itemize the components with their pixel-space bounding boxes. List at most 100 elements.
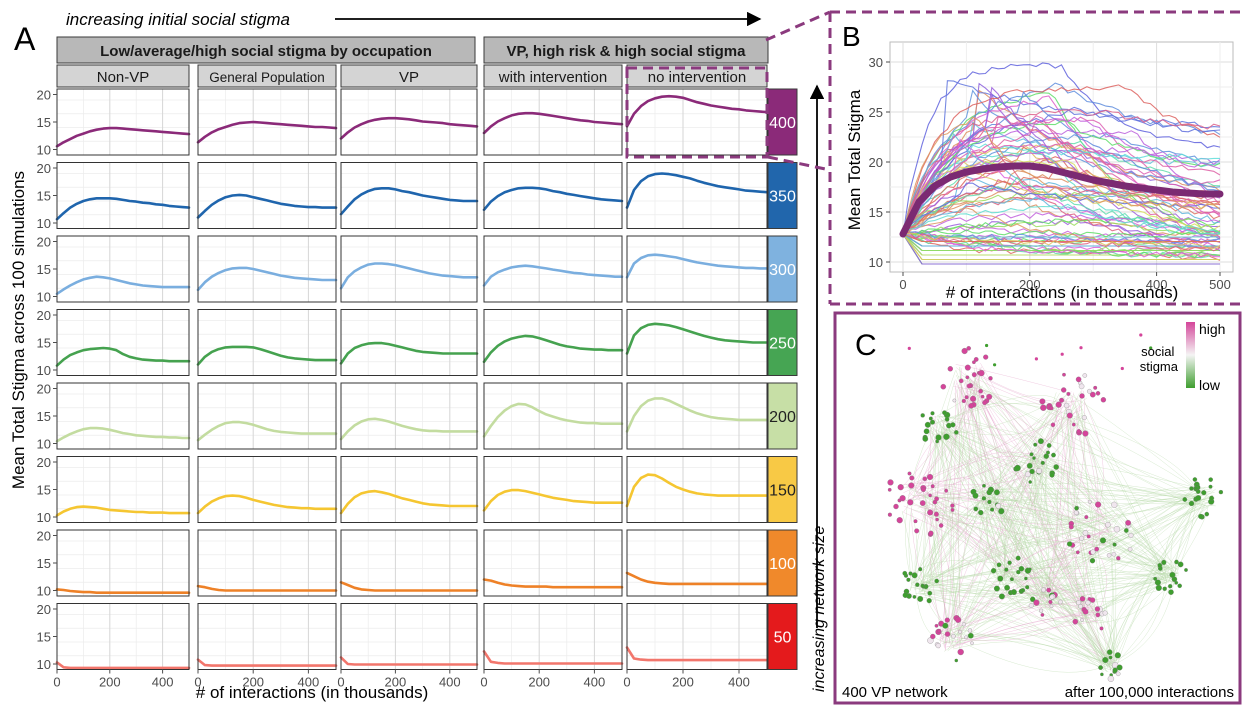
- network-edge: [945, 620, 1099, 643]
- facet-panel: [55, 309, 191, 376]
- network-edge: [988, 493, 1097, 615]
- facet-panel: [55, 382, 191, 450]
- network-node: [1028, 603, 1034, 608]
- network-node: [887, 479, 894, 486]
- network-node: [1106, 649, 1113, 655]
- panel-c-frame: [833, 311, 1242, 705]
- network-edge: [915, 487, 1104, 526]
- zoom-highlight-box: [625, 66, 769, 159]
- network-node: [967, 632, 974, 639]
- network-node: [1079, 596, 1086, 602]
- facet-panel: [625, 88, 769, 156]
- y-tick-label: 20: [37, 602, 51, 617]
- y-tick-label: 10: [37, 437, 51, 452]
- network-edge: [979, 389, 1214, 501]
- network-node: [1004, 584, 1010, 591]
- network-node: [980, 394, 985, 399]
- panel-a-side-arrow-label: increasing network size: [811, 526, 828, 692]
- panel-b-run-line: [902, 62, 1221, 236]
- network-node: [1073, 510, 1079, 516]
- network-edge: [1016, 406, 1074, 573]
- network-edge: [917, 417, 1061, 496]
- facet-panel: [196, 382, 338, 450]
- network-node: [964, 395, 969, 400]
- panel-b-run-line: [902, 159, 1221, 236]
- series-line-200-2: [196, 420, 338, 442]
- network-node: [927, 590, 933, 596]
- network-edge: [951, 615, 1083, 649]
- network-node: [1080, 618, 1084, 622]
- network-edge: [941, 487, 1200, 645]
- network-node: [928, 493, 932, 498]
- network-edge: [940, 613, 1082, 642]
- network-node: [993, 489, 1000, 496]
- network-node: [921, 487, 926, 493]
- network-node: [965, 375, 970, 380]
- network-node: [1049, 604, 1054, 608]
- facet-panel: [625, 603, 769, 670]
- network-node: [1062, 372, 1066, 377]
- network-node: [964, 635, 968, 640]
- network-edge: [1107, 506, 1206, 661]
- series-line-150-3: [339, 489, 479, 515]
- network-edge: [1108, 520, 1115, 672]
- network-edge: [954, 459, 1043, 639]
- network-node: [1095, 612, 1101, 618]
- series-line-100-4: [482, 578, 624, 589]
- network-node: [1082, 430, 1089, 437]
- panel-b-run-line: [902, 233, 1220, 247]
- panel-b-run-line: [902, 233, 1220, 261]
- y-tick-label: 15: [37, 189, 51, 204]
- network-node: [1093, 385, 1098, 390]
- network-edge: [924, 512, 1116, 577]
- network-edge: [911, 388, 960, 500]
- network-edge: [1105, 566, 1173, 662]
- panel-b-run-line: [902, 116, 1221, 234]
- network-node: [1049, 406, 1054, 411]
- network-edge: [920, 492, 1215, 581]
- row-label: 300: [769, 262, 796, 279]
- network-node: [897, 484, 904, 491]
- network-node: [899, 495, 906, 502]
- network-edge: [1052, 561, 1167, 599]
- network-edge: [902, 492, 984, 504]
- facet-background: [56, 529, 190, 597]
- facet-background: [340, 456, 478, 523]
- panel-b-run-line: [902, 129, 1221, 232]
- network-node: [1079, 535, 1085, 541]
- network-node: [1125, 519, 1131, 526]
- row-label: 350: [769, 189, 796, 206]
- network-edge: [1034, 450, 1049, 603]
- network-node: [1116, 664, 1123, 671]
- panel-b-run-line: [902, 156, 1221, 232]
- panel-b-y-tick-label: 15: [869, 205, 883, 220]
- network-edge: [947, 505, 988, 650]
- network-edge: [944, 636, 1109, 673]
- facet-panel: [55, 235, 191, 303]
- series-line-350-3: [339, 187, 479, 216]
- network-edge: [1167, 501, 1209, 583]
- series-line-50-2: [196, 658, 338, 667]
- network-node: [1025, 585, 1030, 590]
- network-node: [1018, 565, 1025, 572]
- network-node: [917, 595, 924, 602]
- network-node: [973, 506, 979, 512]
- network-node: [1100, 397, 1107, 403]
- network-edge: [924, 582, 1116, 662]
- network-edge: [1052, 488, 1216, 608]
- network-edge: [1170, 500, 1205, 584]
- legend-title-line-1: social: [1141, 344, 1174, 359]
- network-node: [1102, 656, 1109, 664]
- network-node: [996, 562, 1002, 568]
- facet-panel: [55, 603, 191, 670]
- network-node: [1078, 604, 1083, 609]
- network-node: [1087, 499, 1092, 504]
- row-label: 400: [769, 115, 796, 132]
- facet-panel: [482, 603, 624, 670]
- network-node: [1046, 587, 1052, 593]
- network-node: [1201, 490, 1207, 496]
- panel-b-run-line: [902, 176, 1221, 234]
- network-node: [1188, 500, 1195, 507]
- network-node: [951, 633, 956, 639]
- facet-panel: [482, 162, 624, 229]
